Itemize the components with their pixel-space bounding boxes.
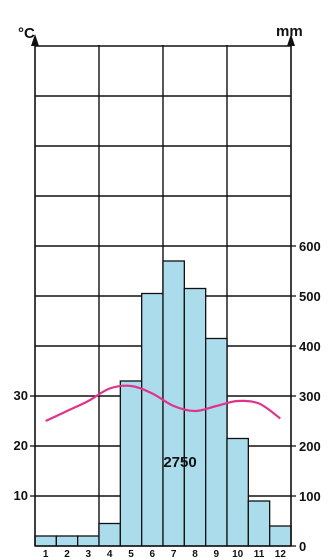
month-label-9: 9 — [214, 549, 220, 560]
month-label-4: 4 — [107, 549, 113, 560]
precipitation-bars — [34, 260, 292, 547]
precipitation-bar-10 — [226, 437, 249, 547]
left-tick-label: 10 — [14, 488, 28, 503]
month-label-6: 6 — [150, 549, 156, 560]
precipitation-bar-11 — [247, 500, 271, 547]
month-label-1: 1 — [43, 549, 49, 560]
month-label-7: 7 — [171, 549, 177, 560]
right-axis-arrow — [287, 34, 295, 46]
month-label-12: 12 — [275, 549, 287, 560]
right-axis-unit: mm — [276, 23, 303, 40]
precipitation-bar-12 — [269, 525, 292, 547]
precipitation-bar-9 — [205, 337, 228, 547]
axes — [31, 34, 295, 547]
left-axis-unit: °C — [18, 25, 35, 42]
left-tick-label: 20 — [14, 438, 28, 453]
right-tick-label: 600 — [299, 239, 321, 254]
precipitation-bar-7 — [162, 260, 185, 547]
month-label-8: 8 — [192, 549, 198, 560]
right-tick-label: 400 — [299, 339, 321, 354]
left-axis-arrow — [31, 34, 39, 46]
right-tick-label: 200 — [299, 439, 321, 454]
precipitation-bar-3 — [77, 535, 100, 547]
month-label-11: 11 — [254, 549, 265, 560]
precipitation-bar-1 — [34, 535, 57, 547]
temperature-line — [45, 384, 281, 422]
right-tick-label: 0 — [299, 539, 306, 554]
month-label-5: 5 — [128, 549, 134, 560]
right-tick-label: 300 — [299, 389, 321, 404]
right-tick-label: 500 — [299, 289, 321, 304]
month-label-10: 10 — [232, 549, 244, 560]
precipitation-bar-6 — [141, 292, 164, 547]
precipitation-bar-2 — [55, 535, 79, 547]
precipitation-bar-5 — [119, 380, 143, 547]
left-tick-label: 30 — [14, 388, 28, 403]
total-precipitation-label: 2750 — [163, 454, 196, 471]
month-label-3: 3 — [86, 549, 92, 560]
right-tick-label: 100 — [299, 489, 321, 504]
precipitation-bar-4 — [98, 522, 121, 547]
month-label-2: 2 — [64, 549, 70, 560]
precipitation-bar-8 — [183, 287, 207, 547]
